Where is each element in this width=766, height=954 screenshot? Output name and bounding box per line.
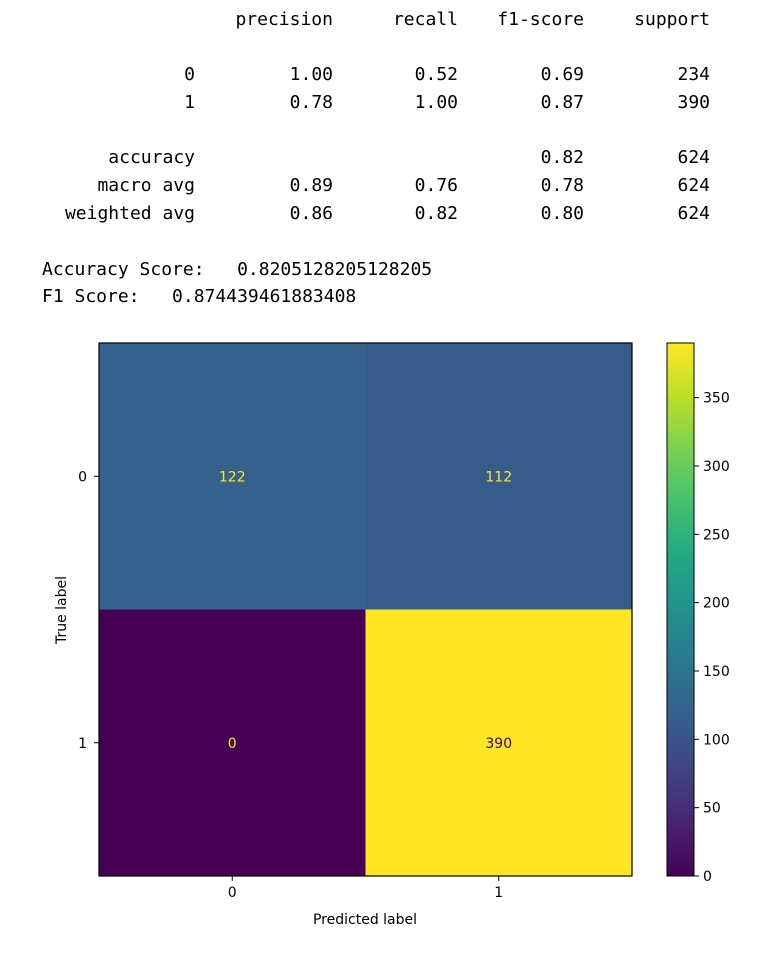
cell-recall: 0.76 (414, 175, 458, 196)
row-label: 0 (184, 64, 195, 85)
cell-f1: 0.78 (540, 175, 584, 196)
cell-precision: 1.00 (289, 64, 333, 85)
cell-f1: 0.87 (540, 92, 584, 113)
cell-support: 624 (677, 175, 710, 196)
colorbar-ticks: 0 50 100 150 200 250 300 350 (694, 391, 730, 885)
cell-support: 390 (677, 92, 710, 113)
colorbar (666, 342, 695, 877)
cell-recall: 1.00 (414, 92, 458, 113)
header-recall: recall (392, 9, 458, 30)
colorbar-tick-label: 0 (703, 869, 712, 885)
cell-value-label: 0 (228, 736, 237, 752)
colorbar-tick-label: 200 (703, 596, 730, 612)
cell-f1: 0.82 (540, 147, 584, 168)
cell-support: 624 (677, 147, 710, 168)
f1-score-line: F1 Score: 0.874439461883408 (42, 286, 357, 307)
row-label: 1 (184, 92, 195, 113)
heatmap-cell (365, 609, 632, 876)
classification-report: precision recall f1-score support 0 1.00… (0, 0, 766, 240)
cell-recall: 0.82 (414, 203, 458, 224)
row-label: macro avg (97, 175, 195, 196)
cell-precision: 0.89 (289, 175, 333, 196)
y-tick-label: 0 (78, 469, 87, 485)
heatmap-cell-labels: 122 112 0 390 (219, 469, 512, 752)
colorbar-tick-label: 350 (703, 391, 730, 407)
heatmap-cells (99, 343, 632, 876)
heatmap-cell (365, 343, 632, 610)
y-tick-label: 1 (78, 736, 87, 752)
colorbar-tick-label: 50 (703, 801, 721, 817)
x-axis-label: Predicted label (313, 912, 417, 928)
cell-support: 624 (677, 203, 710, 224)
cell-value-label: 390 (485, 736, 512, 752)
row-label: weighted avg (64, 203, 195, 224)
y-axis-label: True label (54, 576, 70, 645)
x-tick-label: 1 (494, 885, 503, 901)
cell-recall: 0.52 (414, 64, 458, 85)
cell-precision: 0.86 (289, 203, 333, 224)
cell-f1: 0.69 (540, 64, 584, 85)
cell-value-label: 112 (485, 469, 512, 485)
x-tick-label: 0 (228, 885, 237, 901)
cell-f1: 0.80 (540, 203, 584, 224)
heatmap-cell (99, 343, 366, 610)
colorbar-tick-label: 100 (703, 732, 730, 748)
y-axis-ticks: 01 (78, 469, 99, 752)
header-f1-score: f1-score (497, 9, 584, 30)
colorbar-tick-label: 300 (703, 459, 730, 475)
cell-support: 234 (677, 64, 710, 85)
colorbar-tick-label: 250 (703, 527, 730, 543)
heatmap-cell (99, 609, 366, 876)
header-precision: precision (235, 9, 333, 30)
accuracy-score-line: Accuracy Score: 0.8205128205128205 (42, 259, 433, 280)
header-support: support (634, 9, 710, 30)
cell-value-label: 122 (219, 469, 246, 485)
cell-precision: 0.78 (289, 92, 333, 113)
colorbar-tick-label: 150 (703, 664, 730, 680)
row-label: accuracy (108, 147, 195, 168)
plot-frame (98, 342, 633, 877)
